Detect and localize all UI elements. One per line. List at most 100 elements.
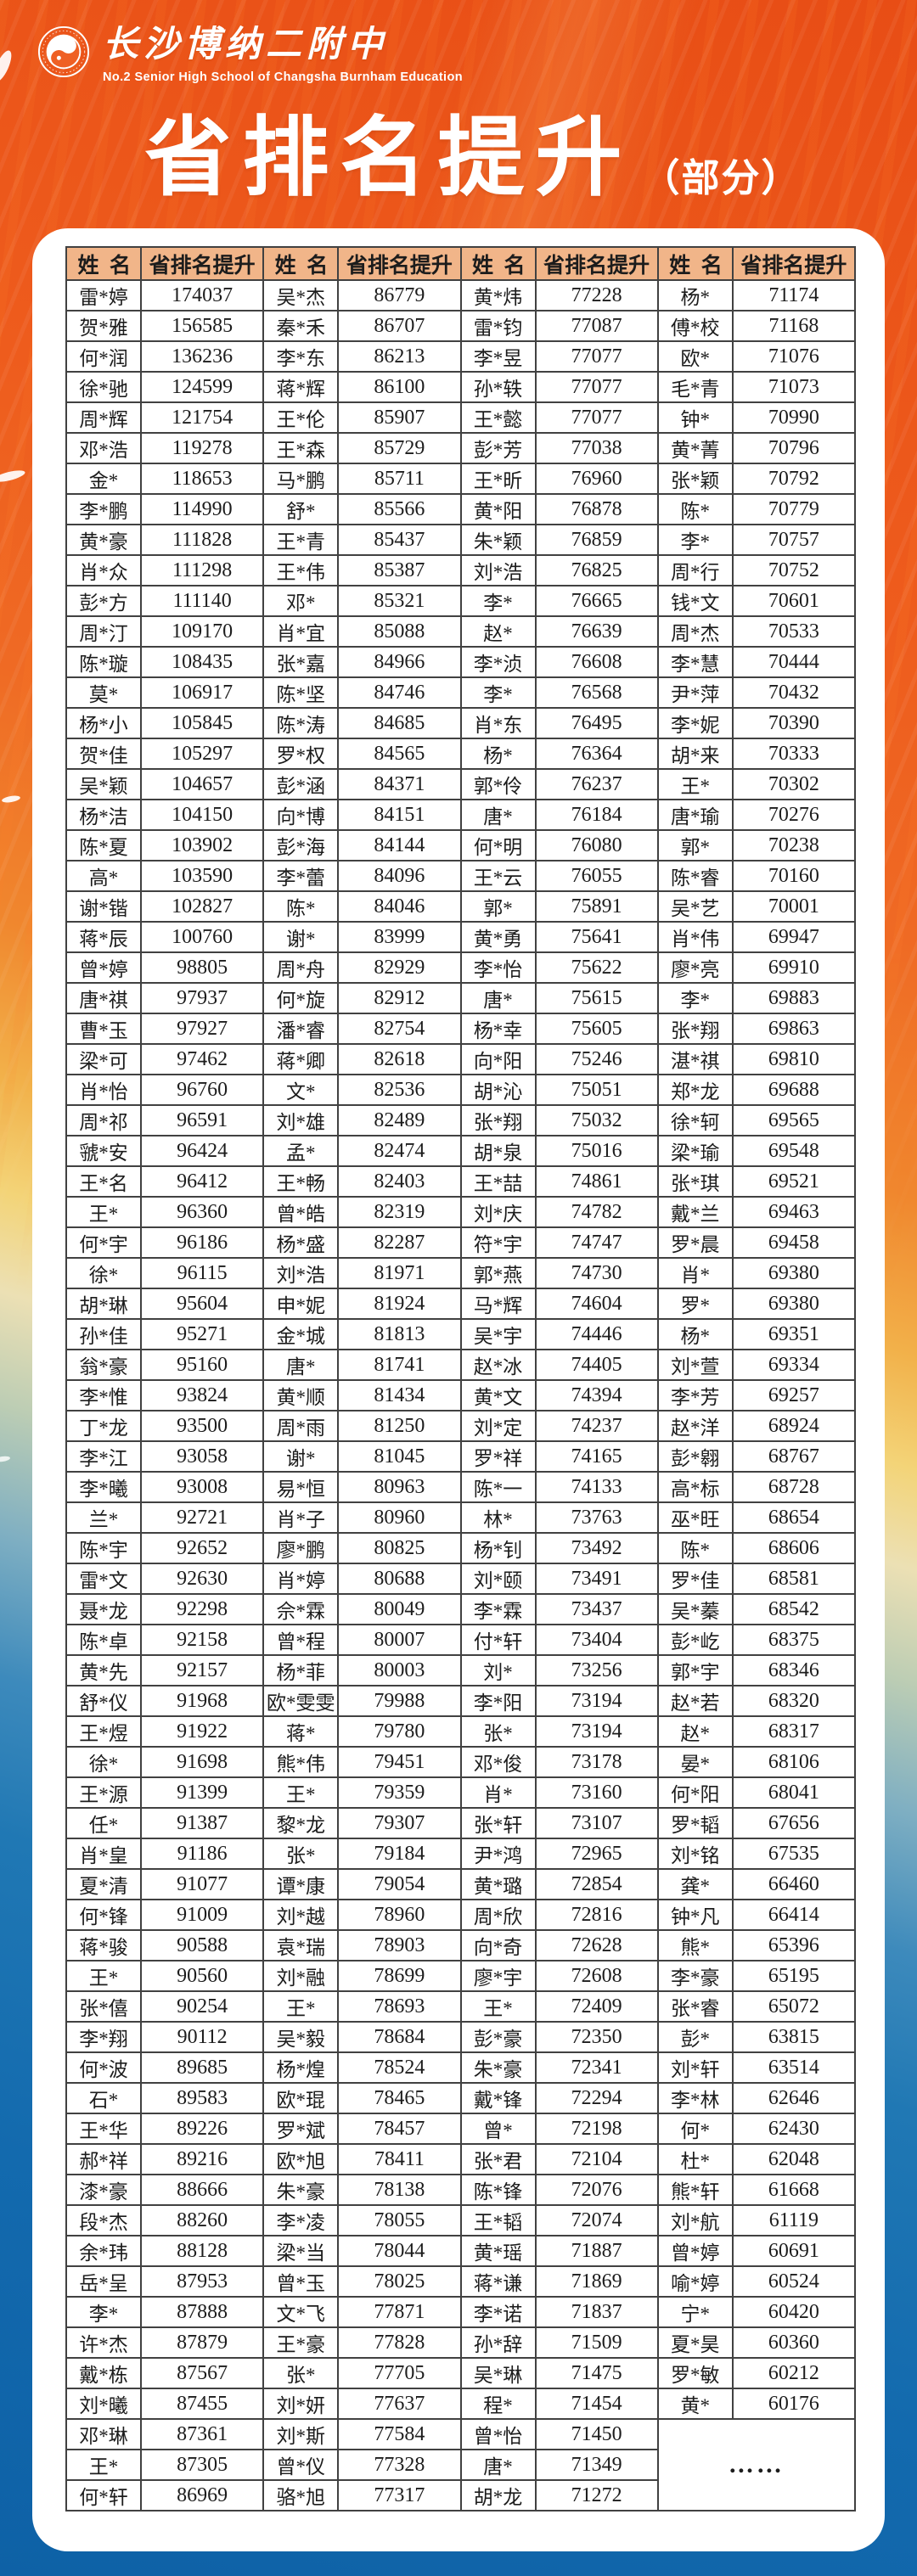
- student-name-cell: 李*慧: [656, 646, 734, 678]
- student-name-cell: 肖*: [459, 1776, 537, 1809]
- rank-improvement-cell: 91387: [139, 1807, 265, 1839]
- rank-improvement-cell: 91009: [139, 1899, 265, 1931]
- student-name-cell: 孙*轶: [459, 371, 537, 403]
- rank-improvement-cell: 87879: [139, 2326, 265, 2359]
- rank-improvement-cell: 68375: [731, 1624, 857, 1656]
- rank-improvement-cell: 81741: [337, 1349, 462, 1381]
- student-name-cell: 高*: [65, 860, 142, 892]
- rank-improvement-cell: 84371: [337, 768, 462, 800]
- rank-improvement-cell: 73107: [534, 1807, 659, 1839]
- rank-improvement-cell: 95160: [139, 1349, 265, 1381]
- student-name-cell: 李*昱: [459, 340, 537, 373]
- student-name-cell: 袁*瑞: [262, 1929, 340, 1961]
- student-name-cell: 熊*伟: [262, 1746, 340, 1778]
- paint-speck: [0, 468, 26, 485]
- table-row: 李*江 93058 谢* 81045 罗*祥 74165 彭*翱 68767: [65, 1440, 857, 1473]
- student-name-cell: 李*东: [262, 340, 340, 373]
- rank-improvement-cell: 93824: [139, 1379, 265, 1411]
- table-row: 王*煜 91922 蒋* 79780 张* 73194 赵* 68317: [65, 1715, 857, 1748]
- table-row: 曹*玉 97927 潘*睿 82754 杨*幸 75605 张*翔 69863: [65, 1013, 857, 1045]
- table-row: 陈*卓 92158 曾*程 80007 付*轩 73404 彭*屹 68375: [65, 1624, 857, 1656]
- rank-improvement-cell: 72965: [534, 1838, 659, 1870]
- table-row: 何*润 136236 李*东 86213 李*昱 77077 欧* 71076: [65, 340, 857, 373]
- student-name-cell: 周*行: [656, 554, 734, 586]
- rank-improvement-cell: 91922: [139, 1715, 265, 1748]
- student-name-cell: 金*: [65, 463, 142, 495]
- student-name-cell: 王*畅: [262, 1165, 340, 1198]
- student-name-cell: 肖*众: [65, 554, 142, 586]
- student-name-cell: 蒋*骏: [65, 1929, 142, 1961]
- student-name-cell: 陈*: [656, 493, 734, 525]
- rank-improvement-cell: 73160: [534, 1776, 659, 1809]
- rank-improvement-cell: 68767: [731, 1440, 857, 1473]
- student-name-cell: 文*: [262, 1074, 340, 1106]
- student-name-cell: 肖*宜: [262, 615, 340, 648]
- student-name-cell: 王*源: [65, 1776, 142, 1809]
- student-name-cell: 孙*辞: [459, 2326, 537, 2359]
- rank-improvement-cell: 84096: [337, 860, 462, 892]
- student-name-cell: 李*怡: [459, 951, 537, 984]
- student-name-cell: 任*: [65, 1807, 142, 1839]
- rank-improvement-cell: 84151: [337, 799, 462, 831]
- rank-improvement-cell: 73491: [534, 1563, 659, 1595]
- student-name-cell: 刘*妍: [262, 2388, 340, 2420]
- student-name-cell: 吴*毅: [262, 2021, 340, 2053]
- rank-improvement-cell: 78025: [337, 2265, 462, 2298]
- student-name-cell: 肖*婷: [262, 1563, 340, 1595]
- rank-improvement-cell: 87361: [139, 2418, 265, 2450]
- table-row: 郝*祥 89216 欧*旭 78411 张*君 72104 杜* 62048: [65, 2143, 857, 2175]
- rank-improvement-cell: 65396: [731, 1929, 857, 1961]
- rank-improvement-cell: 70432: [731, 676, 857, 709]
- rank-improvement-cell: 85321: [337, 585, 462, 617]
- student-name-cell: 欧*旭: [262, 2143, 340, 2175]
- student-name-cell: 龚*: [656, 1868, 734, 1900]
- table-row: 杨*小 105845 陈*涛 84685 肖*东 76495 李*妮 70390: [65, 707, 857, 739]
- rank-improvement-cell: 74165: [534, 1440, 659, 1473]
- table-row: 兰* 92721 肖*子 80960 林* 73763 巫*旺 68654: [65, 1501, 857, 1534]
- student-name-cell: 熊*轩: [656, 2174, 734, 2206]
- rank-improvement-cell: 84685: [337, 707, 462, 739]
- table-row: 王*名 96412 王*畅 82403 王*喆 74861 张*琪 69521: [65, 1165, 857, 1198]
- table-row: 金* 118653 马*鹏 85711 王*昕 76960 张*颖 70792: [65, 463, 857, 495]
- rank-improvement-cell: 77228: [534, 279, 659, 311]
- student-name-cell: 谭*康: [262, 1868, 340, 1900]
- rank-improvement-cell: 85729: [337, 432, 462, 464]
- table-row: 王* 96360 曾*皓 82319 刘*庆 74782 戴*兰 69463: [65, 1196, 857, 1228]
- table-row: 何*轩 86969 骆*旭 77317 胡*龙 71272: [65, 2479, 855, 2511]
- student-name-cell: 黄*顺: [262, 1379, 340, 1411]
- student-name-cell: 李*曦: [65, 1471, 142, 1503]
- rank-improvement-cell: 79988: [337, 1685, 462, 1717]
- student-name-cell: 曾*怡: [459, 2418, 537, 2450]
- rank-improvement-cell: 97937: [139, 982, 265, 1014]
- student-name-cell: 孙*佳: [65, 1318, 142, 1350]
- student-name-cell: 罗*祥: [459, 1440, 537, 1473]
- rank-improvement-cell: 92298: [139, 1593, 265, 1625]
- rank-improvement-cell: 80963: [337, 1471, 462, 1503]
- rank-improvement-cell: 62430: [731, 2113, 857, 2145]
- student-name-cell: 杨*钊: [459, 1532, 537, 1564]
- student-name-cell: 尹*鸿: [459, 1838, 537, 1870]
- table-row: 蒋*辰 100760 谢* 83999 黄*勇 75641 肖*伟 69947: [65, 921, 857, 953]
- student-name-cell: 肖*伟: [656, 921, 734, 953]
- student-name-cell: 张*: [262, 2357, 340, 2389]
- student-name-cell: 郭*: [459, 890, 537, 923]
- rank-improvement-cell: 71349: [534, 2449, 659, 2481]
- student-name-cell: 王*华: [65, 2113, 142, 2145]
- school-logo-icon: [37, 25, 90, 78]
- rank-improvement-cell: 96760: [139, 1074, 265, 1106]
- student-name-cell: 周*汀: [65, 615, 142, 648]
- student-name-cell: 戴*栋: [65, 2357, 142, 2389]
- student-name-cell: 易*恒: [262, 1471, 340, 1503]
- rank-improvement-cell: 70533: [731, 615, 857, 648]
- student-name-cell: 周*辉: [65, 401, 142, 434]
- student-name-cell: 黄*先: [65, 1654, 142, 1686]
- student-name-cell: 吴*琳: [459, 2357, 537, 2389]
- rank-improvement-cell: 97462: [139, 1043, 265, 1075]
- rank-improvement-cell: 61119: [731, 2204, 857, 2236]
- rank-improvement-cell: 69380: [731, 1257, 857, 1289]
- student-name-cell: 张*翔: [656, 1013, 734, 1045]
- student-name-cell: 高*标: [656, 1471, 734, 1503]
- student-name-cell: 赵*: [656, 1715, 734, 1748]
- student-name-cell: 刘*航: [656, 2204, 734, 2236]
- rank-improvement-cell: 60420: [731, 2296, 857, 2328]
